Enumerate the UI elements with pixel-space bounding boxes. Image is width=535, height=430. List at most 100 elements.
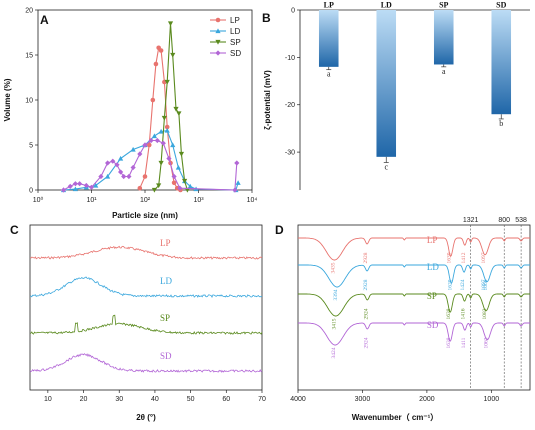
d-peak-label: 2924 <box>363 308 369 319</box>
panel-a-y-label: Volume (%) <box>3 78 12 121</box>
a-y-tick-label: 10 <box>25 98 33 105</box>
panel-a-series <box>60 21 241 193</box>
a-point <box>118 169 124 175</box>
panel-b-bars: a LP c LD a SP b SD <box>318 1 512 172</box>
c-trace-ld <box>29 276 263 299</box>
a-point <box>184 187 190 193</box>
b-bar-lp <box>318 10 339 67</box>
a-line-sp <box>154 23 188 191</box>
a-point <box>167 21 174 27</box>
d-x-tick-label: 3000 <box>355 396 371 403</box>
panel-a-plot-frame <box>37 9 253 191</box>
a-x-tick-label: 10¹ <box>86 197 97 204</box>
panel-c-plot-frame <box>29 224 263 391</box>
a-point <box>83 182 89 189</box>
a-point <box>105 160 111 166</box>
a-point <box>173 106 179 112</box>
a-point <box>175 164 181 170</box>
a-point <box>215 28 221 34</box>
a-y-tick-label: 20 <box>25 8 33 15</box>
b-bar-group-lp: a LP <box>318 1 339 79</box>
a-legend-label-lp: LP <box>230 16 240 25</box>
a-point <box>151 187 158 193</box>
a-point <box>187 183 193 189</box>
b-bar-ld <box>376 10 397 157</box>
b-category-label-sd: SD <box>496 1 506 10</box>
a-point <box>158 128 164 134</box>
d-peak-label: 3394 <box>333 289 339 300</box>
b-bar-sp <box>433 10 454 65</box>
c-series-sd: SD <box>29 351 263 373</box>
b-category-label-lp: LP <box>324 1 334 10</box>
d-reference-line-label: 800 <box>498 217 510 224</box>
d-peak-label: 1097 <box>481 252 487 263</box>
d-peak-label: 1083 <box>482 308 488 319</box>
c-series-sp: SP <box>29 313 263 335</box>
panel-b-zeta-potential: B 0 -10 -20 -30 ζ-potential (mV) a LP c LD a SP b… <box>262 1 530 190</box>
a-point <box>215 17 221 23</box>
a-series-ld <box>60 128 241 193</box>
b-significance-letter: a <box>327 70 331 79</box>
a-line-sd <box>63 139 238 191</box>
d-peak-label: 3435 <box>330 262 336 273</box>
a-point <box>171 173 177 180</box>
a-point <box>182 178 188 184</box>
panel-d-series: LP 3435 2928 1630 1412 1097 LD 3394 2928 1620 1424… <box>298 235 530 359</box>
panel-d-plot-frame <box>297 224 531 391</box>
b-y-tick-label: 0 <box>291 8 295 15</box>
d-reference-line-label: 1321 <box>463 217 479 224</box>
d-series-label-lp: LP <box>427 235 438 245</box>
c-x-tick-label: 40 <box>151 396 159 403</box>
a-point <box>130 164 136 171</box>
d-series-sp: SP 3415 2924 1638 1416 1083 <box>298 291 530 330</box>
a-point <box>110 158 116 164</box>
panel-a-legend: LP LD SP SD <box>210 16 241 58</box>
a-point <box>177 185 183 191</box>
d-peak-label: 1416 <box>461 308 467 319</box>
c-trace-sp <box>29 314 263 335</box>
a-point <box>151 133 158 139</box>
d-peak-label: 1620 <box>447 279 453 290</box>
a-point <box>156 183 162 189</box>
a-point <box>153 61 159 67</box>
c-series-ld: LD <box>29 276 263 299</box>
d-x-tick-label: 2000 <box>419 396 435 403</box>
c-x-tick-label: 70 <box>258 396 266 403</box>
d-series-label-sd: SD <box>427 320 439 330</box>
a-point <box>114 162 120 168</box>
d-peak-label: 2928 <box>363 252 369 263</box>
b-significance-letter: b <box>499 119 503 128</box>
d-trace-lp <box>298 237 530 261</box>
panel-c-x-ticks: 10 20 30 40 50 60 70 <box>44 390 266 403</box>
d-peak-label: 1063 <box>483 337 489 348</box>
a-point <box>178 151 185 157</box>
panel-a-size-distribution: A 0 5 10 15 20 10⁰ 10¹ 10² 10³ 10⁴ Particle size… <box>3 8 257 221</box>
a-y-tick-label: 5 <box>29 143 33 150</box>
a-point <box>148 137 154 144</box>
b-y-tick-label: -20 <box>285 102 295 109</box>
a-point <box>88 184 95 190</box>
d-peak-label: 2924 <box>363 337 369 348</box>
a-point <box>72 186 78 192</box>
c-series-label-ld: LD <box>160 276 172 286</box>
a-point <box>137 151 143 157</box>
panel-c-x-label: 2θ (°) <box>136 413 156 422</box>
a-point <box>170 52 176 58</box>
c-trace-lp <box>29 245 263 260</box>
d-series-label-sp: SP <box>427 291 437 301</box>
a-point <box>121 173 127 180</box>
a-series-sp <box>151 21 190 193</box>
panel-c-series: LP LD SP SD <box>29 238 263 373</box>
c-series-label-sd: SD <box>160 351 172 361</box>
a-legend-label-ld: LD <box>230 27 240 36</box>
a-point <box>158 48 164 53</box>
d-peak-label: 1097 <box>481 279 487 290</box>
d-series-sd: SD 3424 2924 1638 1411 1063 <box>298 320 530 359</box>
b-y-tick-label: -30 <box>285 150 295 157</box>
a-legend-label-sd: SD <box>230 49 241 58</box>
d-peak-label: 1638 <box>446 337 452 348</box>
a-point <box>164 128 170 133</box>
c-trace-sd <box>29 353 263 373</box>
